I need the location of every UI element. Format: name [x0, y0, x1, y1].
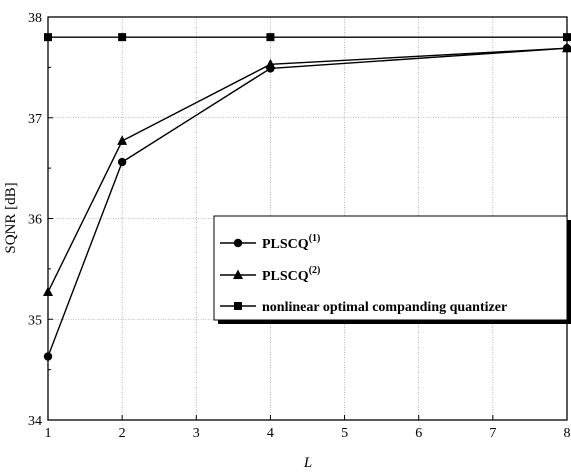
data-point — [563, 33, 571, 42]
data-point — [266, 33, 275, 42]
legend-box — [213, 215, 568, 321]
series-line — [47, 47, 568, 357]
data-point — [118, 33, 127, 42]
legend-entry-3: nonlinear optimal companding quantizer — [220, 300, 507, 315]
data-point — [265, 58, 276, 69]
x-tick-label: 5 — [341, 426, 348, 441]
data-point — [43, 352, 53, 361]
legend-label: nonlinear optimal companding quantizer — [262, 300, 507, 315]
legend: PLSCQ(1) PLSCQ(2) nonlinear optimal compan… — [213, 215, 571, 324]
data-point — [117, 135, 128, 145]
x-tick-label: 8 — [564, 426, 571, 441]
x-tick-label: 1 — [45, 426, 52, 441]
y-tick-label: 34 — [28, 414, 42, 429]
y-axis-label: SQNR [dB] — [3, 182, 19, 253]
legend-entry-1: PLSCQ(1) — [220, 233, 320, 252]
data-point — [117, 157, 127, 167]
y-tick-label: 36 — [28, 213, 42, 228]
legend-marker — [233, 238, 243, 248]
legend-label-superscript: (2) — [309, 265, 321, 276]
series-2 — [43, 42, 571, 297]
legend-entry-2: PLSCQ(2) — [220, 265, 320, 284]
y-tick-label: 37 — [28, 112, 42, 127]
data-point — [44, 33, 52, 42]
legend-marker — [233, 269, 243, 279]
x-tick-label: 7 — [489, 426, 496, 441]
series-layer — [43, 33, 571, 361]
legend-label: PLSCQ(2) — [262, 265, 320, 284]
data-point — [562, 42, 571, 53]
series-line — [47, 47, 568, 293]
x-tick-label: 4 — [267, 426, 274, 441]
y-tick-label: 35 — [28, 313, 42, 328]
legend-label: PLSCQ(1) — [262, 233, 320, 252]
x-tick-label: 3 — [193, 426, 200, 441]
legend-label-superscript: (1) — [309, 233, 321, 244]
y-tick-label: 38 — [28, 11, 42, 26]
x-tick-label: 6 — [415, 426, 422, 441]
series-3 — [44, 33, 571, 42]
x-axis-label: L — [303, 455, 312, 471]
data-point — [43, 286, 53, 297]
legend-marker — [234, 302, 242, 310]
series-1 — [43, 44, 571, 361]
x-tick-label: 2 — [119, 426, 126, 441]
